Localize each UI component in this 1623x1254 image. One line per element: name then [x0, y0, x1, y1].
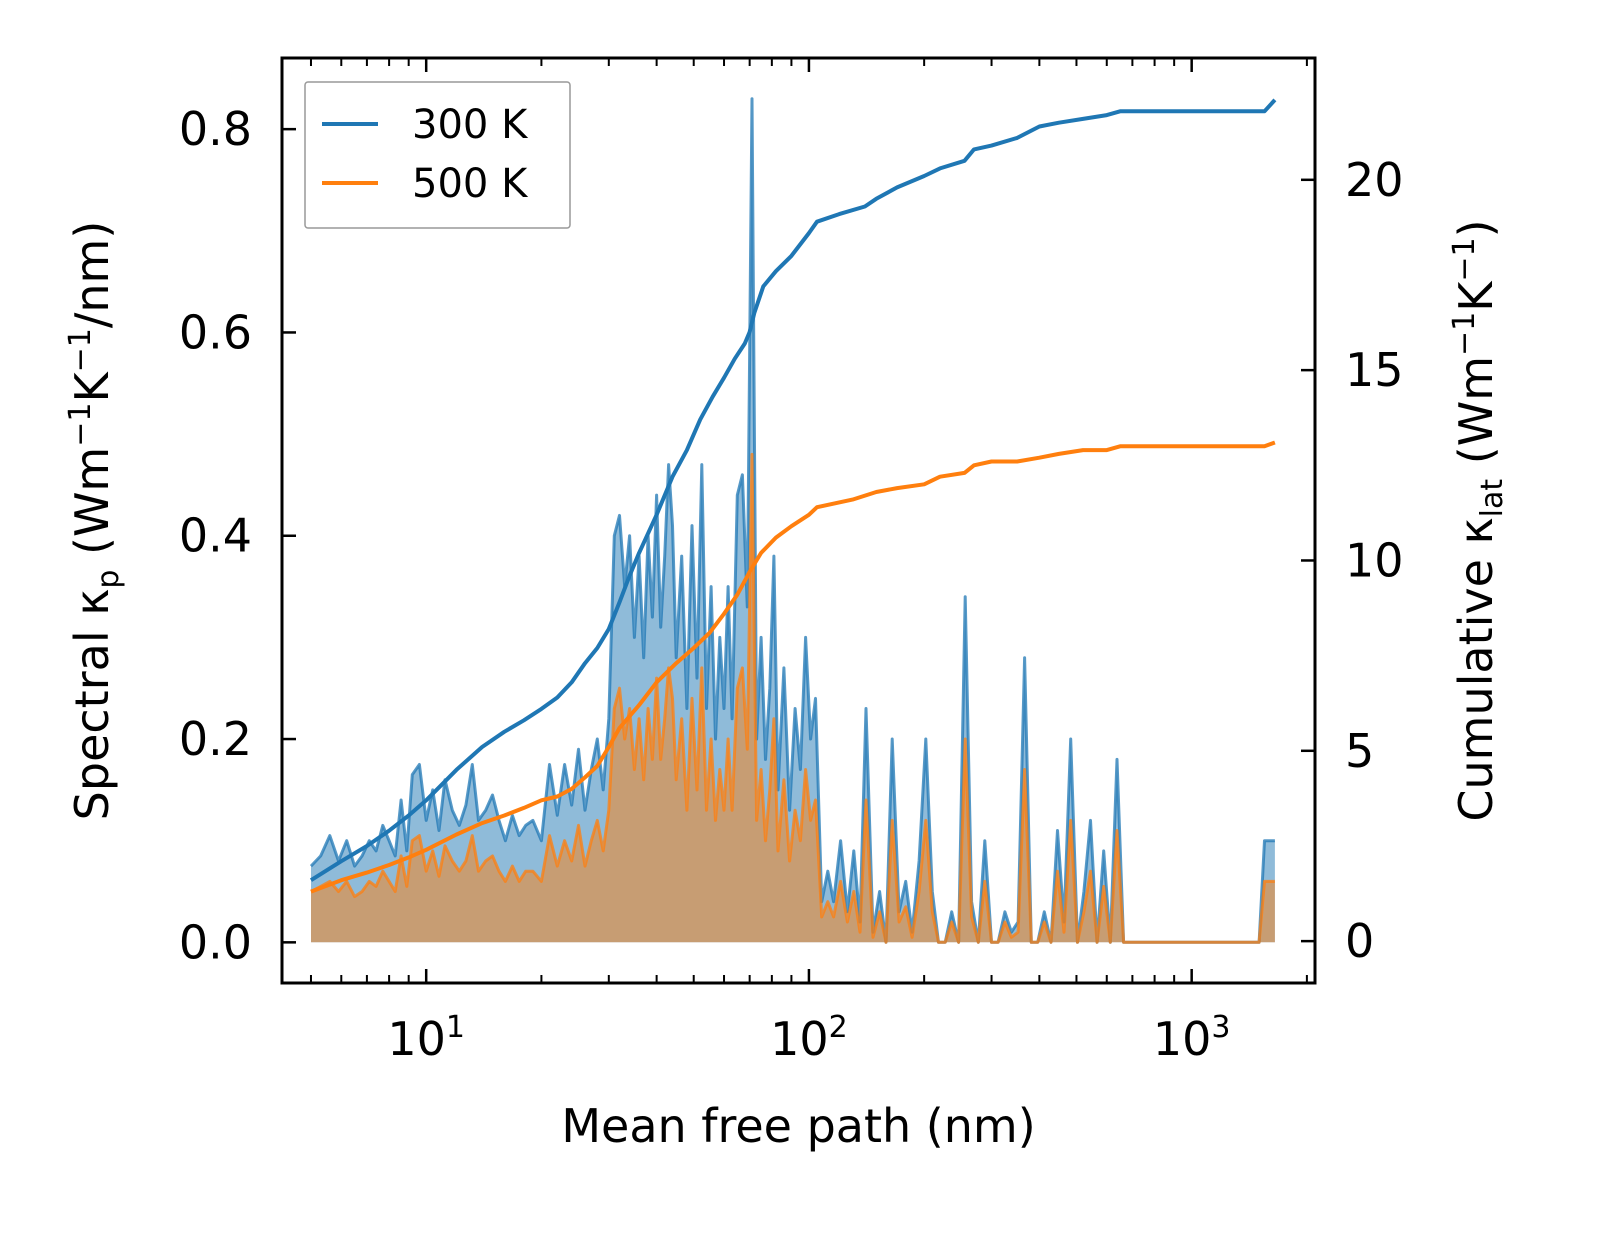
cumulative-line-500k: [310, 440, 1276, 894]
spectral-lines: [309, 97, 1275, 944]
y-right-tick-label: 20: [1345, 153, 1404, 207]
y-right-axis-title: Cumulative κlat (Wm−1K−1): [1447, 219, 1510, 821]
y-left-tick-label: 0.2: [179, 712, 252, 766]
cumulative-line-300k: [309, 98, 1277, 882]
y-right-tick-label: 0: [1345, 914, 1374, 968]
y-right-tick-label: 10: [1345, 533, 1404, 587]
y-right-tick-label: 5: [1345, 724, 1374, 778]
spectral-line-500k: [310, 452, 1275, 944]
y-right-tick-label: 15: [1345, 343, 1404, 397]
spectral-fill-500k: [311, 454, 1275, 943]
legend-label-500k: 500 K: [412, 161, 529, 207]
y-left-tick-label: 0.0: [179, 915, 252, 969]
y-left-tick-label: 0.6: [179, 305, 252, 359]
y-left-tick-label: 0.8: [179, 102, 252, 156]
x-axis-title: Mean free path (nm): [561, 1099, 1035, 1153]
legend-label-300k: 300 K: [412, 102, 529, 148]
axis-ticks: [282, 58, 1315, 983]
x-tick-label: 101: [387, 1010, 465, 1066]
legend-box: [304, 81, 571, 229]
tick-labels: 101 102 103 0.0 0.2 0.4 0.6 0.8 0 5 10 15 20: [179, 102, 1404, 1066]
y-left-axis-title: Spectral κp (Wm−1K−1/nm): [63, 221, 126, 821]
x-tick-label: 103: [1153, 1010, 1231, 1066]
plot-frame: [280, 56, 1317, 985]
y-left-tick-label: 0.4: [179, 509, 252, 563]
x-tick-label: 102: [770, 1010, 848, 1066]
cumulative-lines: [309, 98, 1277, 894]
legend: 300 K 500 K: [304, 81, 571, 229]
